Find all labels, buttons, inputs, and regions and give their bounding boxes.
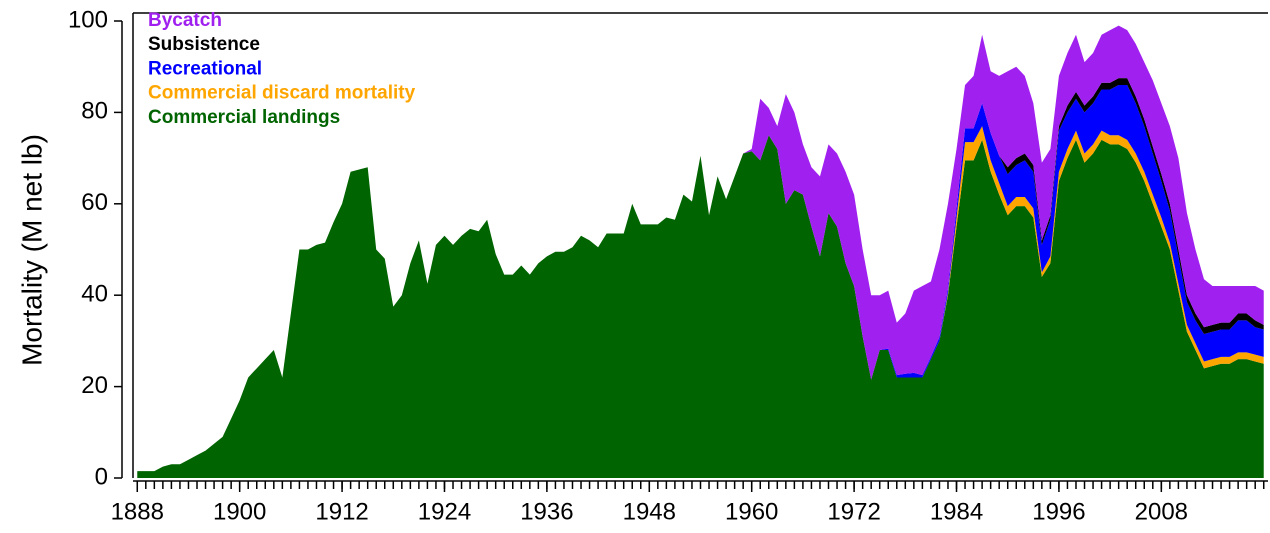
x-tick-label: 1996: [1032, 498, 1085, 525]
legend-entry: Subsistence: [148, 34, 260, 55]
legend-entry: Commercial landings: [148, 107, 340, 128]
y-tick-label: 20: [81, 372, 108, 399]
legend-entry: Recreational: [148, 58, 262, 79]
plot-area: [137, 25, 1264, 478]
area: [137, 135, 1264, 478]
x-tick-label: 1900: [213, 498, 266, 525]
x-tick-label: 1888: [111, 498, 164, 525]
x-tick-label: 1912: [315, 498, 368, 525]
x-tick-label: 1960: [725, 498, 778, 525]
y-tick-label: 80: [81, 98, 108, 125]
legend-entry: Commercial discard mortality: [148, 83, 416, 104]
y-axis-title: Mortality (M net lb): [16, 134, 47, 366]
x-tick-label: 1924: [418, 498, 471, 525]
x-tick-label: 1948: [623, 498, 676, 525]
x-tick-label: 1972: [827, 498, 880, 525]
x-tick-label: 1984: [930, 498, 983, 525]
x-tick-label: 1936: [520, 498, 573, 525]
x-tick-label: 2008: [1135, 498, 1188, 525]
y-tick-label: 40: [81, 281, 108, 308]
y-tick-label: 60: [81, 189, 108, 216]
y-tick-label: 100: [68, 6, 108, 33]
y-tick-label: 0: [95, 463, 108, 490]
legend-entry: Bycatch: [148, 10, 222, 31]
